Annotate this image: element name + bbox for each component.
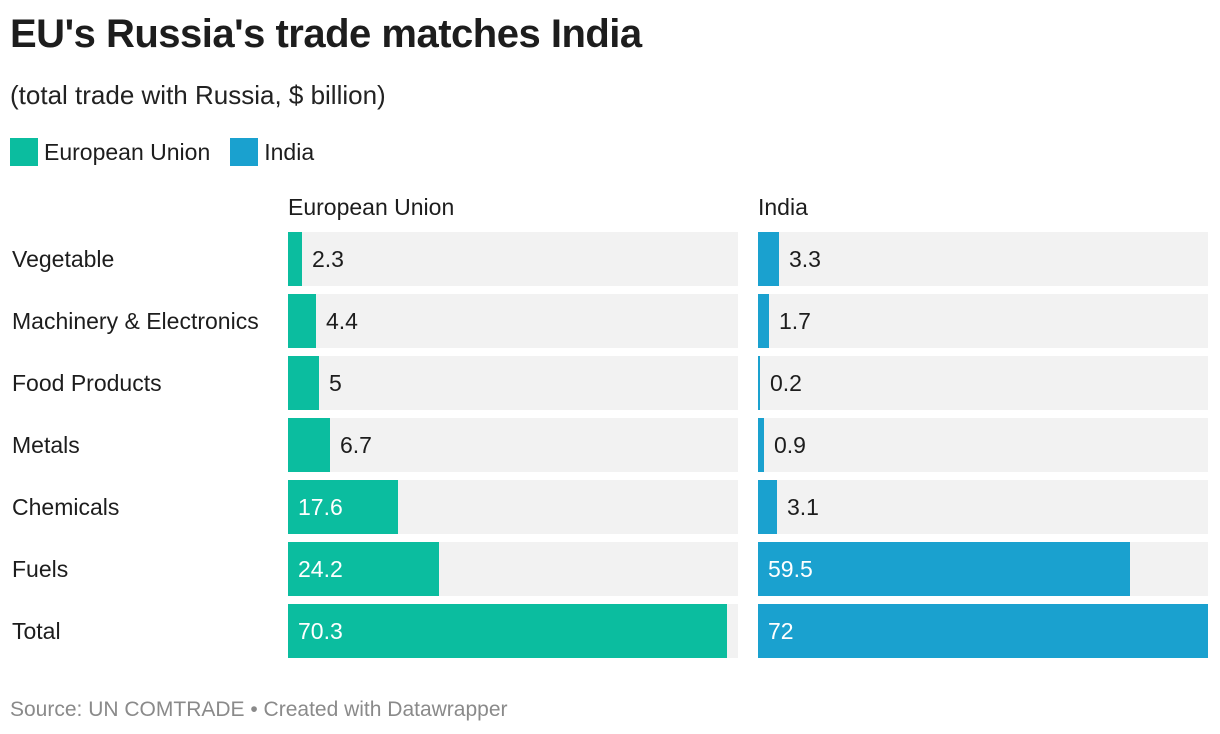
- bar-india: [758, 232, 779, 286]
- panel-header-eu: European Union: [288, 194, 455, 220]
- source-footer: Source: UN COMTRADE • Created with Dataw…: [10, 698, 508, 721]
- legend-swatch-india: [230, 138, 259, 166]
- bar-india: [758, 356, 760, 410]
- bar-eu: [288, 604, 727, 658]
- bar-track: 4.4: [288, 294, 738, 348]
- bar-track: 3.3: [758, 232, 1208, 286]
- bar-india: [758, 604, 1208, 658]
- value-label: 0.9: [774, 432, 806, 458]
- bar-eu: [288, 232, 302, 286]
- bar-track: 6.7: [288, 418, 738, 472]
- category-label: Chemicals: [12, 494, 120, 520]
- bar-track: 72: [758, 604, 1208, 658]
- bar-eu: [288, 480, 398, 534]
- value-label: 70.3: [298, 618, 343, 644]
- bar-india: [758, 294, 769, 348]
- chart-title: EU's Russia's trade matches India: [10, 12, 642, 56]
- value-label: 1.7: [779, 308, 811, 334]
- value-label: 72: [768, 618, 794, 644]
- legend-item-india: India: [230, 138, 314, 166]
- chart-subtitle: (total trade with Russia, $ billion): [10, 80, 386, 110]
- legend: European Union India: [10, 138, 334, 166]
- bar-eu: [288, 542, 439, 596]
- legend-item-eu: European Union: [10, 138, 210, 166]
- bar-track: 0.2: [758, 356, 1208, 410]
- value-label: 24.2: [298, 556, 343, 582]
- bar-track: 59.5: [758, 542, 1208, 596]
- bar-track: 2.3: [288, 232, 738, 286]
- bar-track: 0.9: [758, 418, 1208, 472]
- value-label: 59.5: [768, 556, 813, 582]
- bar-india: [758, 480, 777, 534]
- value-label: 3.3: [789, 246, 821, 272]
- bar-eu: [288, 294, 316, 348]
- bar-track: 5: [288, 356, 738, 410]
- value-label: 4.4: [326, 308, 358, 334]
- bar-track: 17.6: [288, 480, 738, 534]
- category-label: Metals: [12, 432, 80, 458]
- bar-eu: [288, 356, 319, 410]
- bar-track: 70.3: [288, 604, 738, 658]
- value-label: 2.3: [312, 246, 344, 272]
- bar-track: 24.2: [288, 542, 738, 596]
- category-label: Fuels: [12, 556, 69, 582]
- value-label: 6.7: [340, 432, 372, 458]
- category-label: Machinery & Electronics: [12, 308, 259, 334]
- bar-india: [758, 418, 764, 472]
- bar-eu: [288, 418, 330, 472]
- bar-track: 1.7: [758, 294, 1208, 348]
- value-label: 17.6: [298, 494, 343, 520]
- value-label: 0.2: [770, 370, 802, 396]
- legend-swatch-eu: [10, 138, 38, 166]
- category-label: Total: [12, 618, 61, 644]
- bar-india: [758, 542, 1130, 596]
- bar-track: 3.1: [758, 480, 1208, 534]
- category-label: Vegetable: [12, 246, 115, 272]
- legend-label-india: India: [264, 138, 315, 165]
- panel-header-india: India: [758, 194, 808, 220]
- value-label: 5: [329, 370, 342, 396]
- legend-label-eu: European Union: [44, 138, 211, 165]
- category-label: Food Products: [12, 370, 162, 396]
- value-label: 3.1: [787, 494, 819, 520]
